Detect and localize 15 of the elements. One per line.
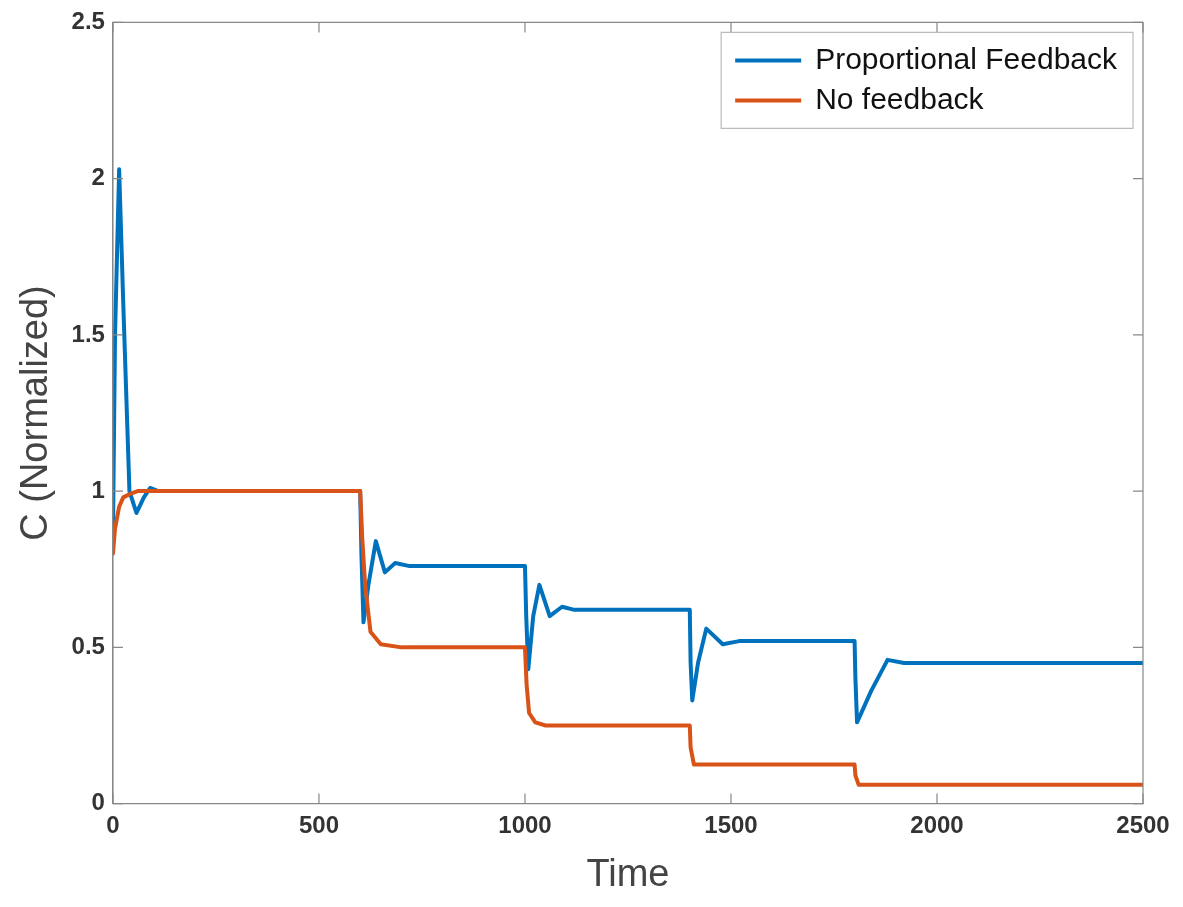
y-tick-label: 2.5 <box>71 7 105 35</box>
y-tick-label: 2 <box>91 163 105 191</box>
y-tick-label: 0 <box>91 788 105 816</box>
y-tick-label: 0.5 <box>71 631 105 659</box>
legend-label: No feedback <box>815 81 985 115</box>
y-axis-title: C (Normalized) <box>13 285 56 541</box>
x-axis-title: Time <box>586 851 670 894</box>
y-tick-label: 1 <box>91 475 105 503</box>
x-tick-label: 2000 <box>910 810 964 838</box>
x-tick-label: 1500 <box>704 810 758 838</box>
x-tick-label: 500 <box>298 810 339 838</box>
x-tick-label: 2500 <box>1116 810 1170 838</box>
x-tick-label: 1000 <box>498 810 552 838</box>
y-tick-label: 1.5 <box>71 319 105 347</box>
legend-label: Proportional Feedback <box>815 41 1118 75</box>
